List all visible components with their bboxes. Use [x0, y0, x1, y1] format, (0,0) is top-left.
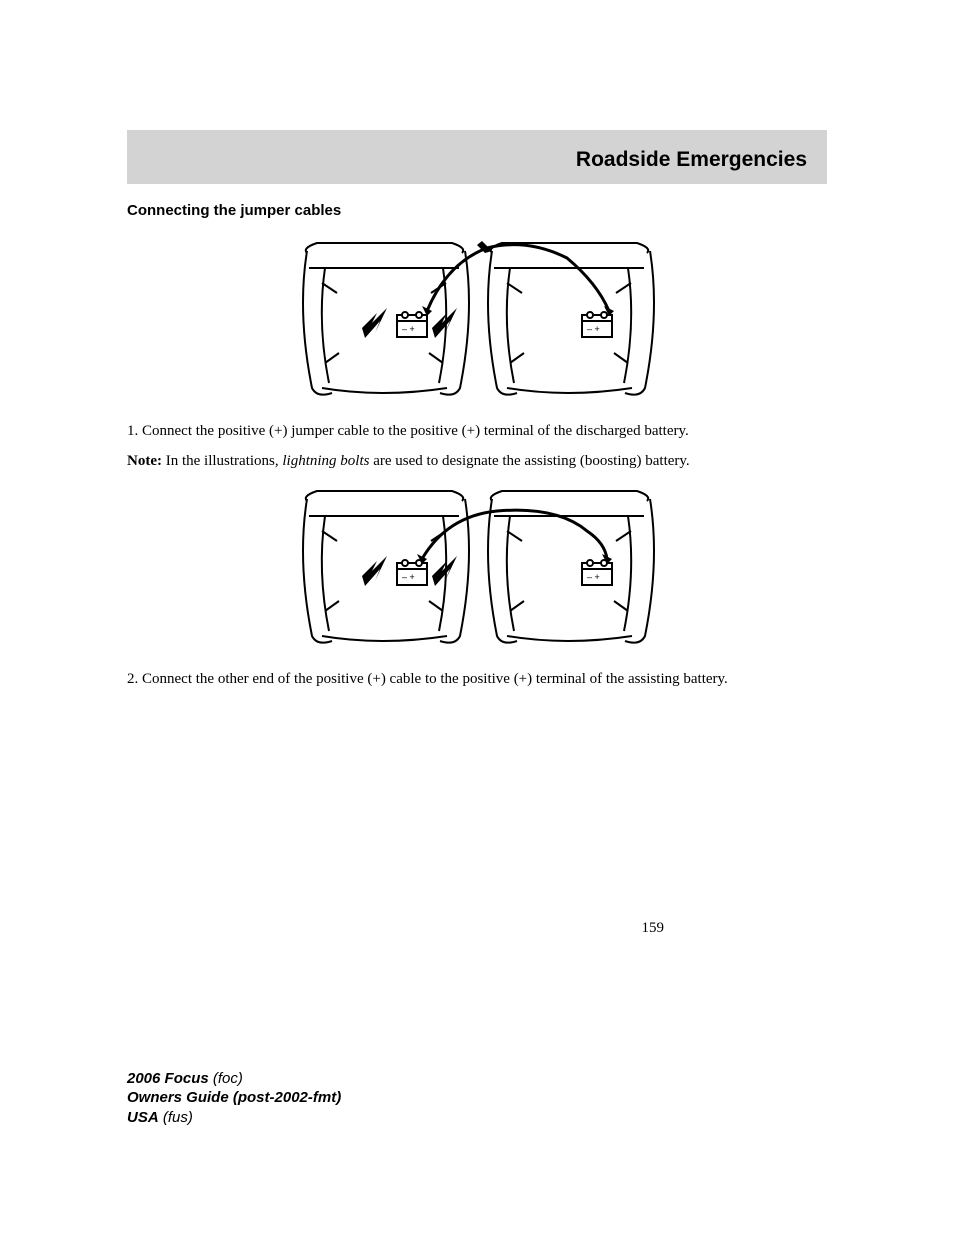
footer-line2: Owners Guide (post-2002-fmt) [127, 1089, 341, 1106]
page-number: 159 [642, 920, 665, 937]
battery-label-right-2: – + [587, 572, 600, 582]
section-title: Roadside Emergencies [147, 148, 807, 172]
section-header: Roadside Emergencies [127, 130, 827, 184]
diagram-1-container: – + – + [127, 233, 827, 408]
jumper-cable-diagram-1: – + – + [287, 233, 667, 403]
footer-line1-italic: (foc) [209, 1070, 243, 1087]
footer: 2006 Focus (foc) Owners Guide (post-2002… [127, 1069, 341, 1128]
footer-line1-bold: 2006 Focus [127, 1070, 209, 1087]
battery-label-right: – + [587, 324, 600, 334]
note-after: are used to designate the assisting (boo… [369, 453, 689, 469]
note-italic: lightning bolts [282, 453, 369, 469]
note-prefix: Note: [127, 453, 162, 469]
step-1-text: 1. Connect the positive (+) jumper cable… [127, 422, 827, 442]
battery-label-left: – + [402, 324, 415, 334]
note-before: In the illustrations, [162, 453, 282, 469]
step-2-text: 2. Connect the other end of the positive… [127, 670, 827, 690]
footer-line3-italic: (fus) [159, 1109, 193, 1126]
diagram-2-container: – + – + [127, 481, 827, 656]
battery-label-left-2: – + [402, 572, 415, 582]
jumper-cable-diagram-2: – + – + [287, 481, 667, 651]
note-text: Note: In the illustrations, lightning bo… [127, 452, 827, 472]
footer-line3-bold: USA [127, 1109, 159, 1126]
subsection-title: Connecting the jumper cables [127, 202, 827, 219]
